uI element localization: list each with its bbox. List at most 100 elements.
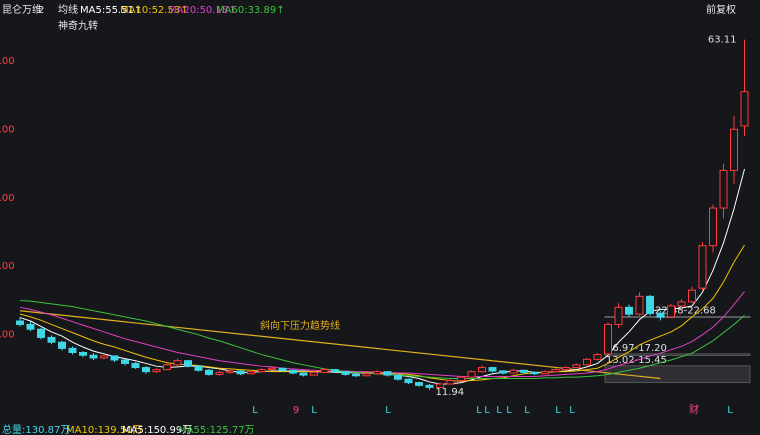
ma-title[interactable]: 均线 [58, 3, 78, 16]
candle-body [205, 369, 213, 375]
candle-body [646, 295, 654, 314]
candle-body [593, 354, 602, 360]
signal-marker: L [476, 405, 482, 416]
candle-body [698, 245, 707, 289]
signal-marker: 9 [293, 405, 299, 416]
signal-marker: L [252, 405, 258, 416]
candle-body [530, 371, 539, 375]
candle-body [635, 295, 644, 315]
stock-name[interactable]: 昆仑万维 [2, 3, 42, 16]
candle-body [436, 383, 444, 388]
signal-marker: 财 [689, 403, 699, 416]
candle-body [656, 312, 665, 318]
candle-body [58, 341, 66, 349]
candle-body [572, 364, 581, 369]
low-label: 11.94 [436, 387, 465, 398]
candle-body [299, 372, 308, 376]
trendline-label: 斜向下压力趋势线 [260, 319, 340, 332]
signal-marker: L [311, 405, 317, 416]
indicator[interactable]: 神奇九转 [58, 19, 98, 32]
y-tick-label: 50.00 [0, 124, 15, 135]
vma10-label: MA10:139.50万 [66, 425, 143, 435]
candle-body [541, 371, 549, 375]
candle-body [709, 207, 717, 247]
y-tick-label: 30.00 [0, 261, 15, 272]
candle-body [226, 370, 234, 373]
y-tick-label: 20.00 [0, 330, 15, 341]
adjust[interactable]: 前复权 [706, 3, 736, 16]
signal-marker: L [727, 405, 733, 416]
candle-body [730, 128, 738, 171]
candle-body [100, 355, 108, 359]
candle-body [425, 384, 434, 388]
candle-body [415, 382, 423, 386]
candle-body [68, 347, 77, 353]
level-band [604, 316, 751, 319]
candle-body [614, 306, 623, 325]
candle-body [667, 305, 675, 318]
candle-body [142, 367, 150, 373]
signal-marker: L [524, 405, 530, 416]
signal-marker: L [496, 405, 502, 416]
candle-body [520, 369, 528, 373]
signal-marker: L [506, 405, 512, 416]
ma60-label: MA60:33.89↑ [216, 5, 285, 16]
candle-body [121, 359, 129, 364]
candle-body [236, 370, 245, 375]
candle-body [247, 371, 255, 375]
ma-line [19, 299, 745, 380]
candle-body [215, 371, 224, 375]
candle-body [184, 360, 192, 367]
candle-body [604, 323, 612, 355]
candle-body [488, 367, 497, 372]
candle-body [457, 376, 465, 382]
trendline [19, 310, 661, 380]
candle-body [110, 355, 119, 361]
candle-body [551, 369, 560, 373]
level-label: 16.97-17.20 [606, 343, 667, 354]
candle-body [467, 371, 476, 378]
ma-line [19, 291, 745, 377]
candle-body [26, 323, 35, 330]
y-tick-label: 40.00 [0, 193, 15, 204]
candle-body [740, 91, 749, 127]
candle-body [268, 367, 276, 371]
candle-body [37, 328, 45, 338]
signal-marker: L [569, 405, 575, 416]
candle-body [446, 380, 455, 385]
candle-body [362, 373, 371, 377]
peak-label: 63.11 [708, 35, 737, 46]
y-tick-label: 60.00 [0, 56, 15, 67]
candle-body [383, 371, 392, 376]
candle-body [404, 378, 413, 384]
signal-marker: L [555, 405, 561, 416]
period[interactable]: 2 [38, 5, 44, 16]
candle-body [719, 169, 728, 209]
candle-body [89, 354, 98, 359]
candle-body [677, 301, 686, 307]
candle-body [509, 369, 518, 374]
ma20-label: MA20:50.18↑ [168, 5, 237, 16]
candle-body [194, 365, 203, 371]
candle-body [352, 373, 360, 377]
level-band [604, 353, 751, 356]
candle-body [583, 358, 591, 366]
ma-line [19, 244, 745, 382]
candle-body [341, 371, 350, 375]
candle-body [131, 362, 140, 369]
candle-body [499, 370, 507, 374]
vma55-label: MA55:125.77万 [178, 425, 255, 435]
candle-body [173, 360, 182, 366]
candle-body [320, 369, 329, 373]
ma10-label: MA10:52.53↑ [120, 5, 189, 16]
candle-body [310, 371, 318, 376]
candle-body [47, 336, 56, 343]
candle-body [331, 369, 339, 373]
candle-body [257, 369, 266, 373]
vma5-label: MA5:150.99万 [122, 425, 192, 435]
candle-body [278, 367, 287, 371]
level-band [604, 365, 751, 383]
candle-body [79, 351, 87, 356]
candle-body [394, 374, 402, 380]
